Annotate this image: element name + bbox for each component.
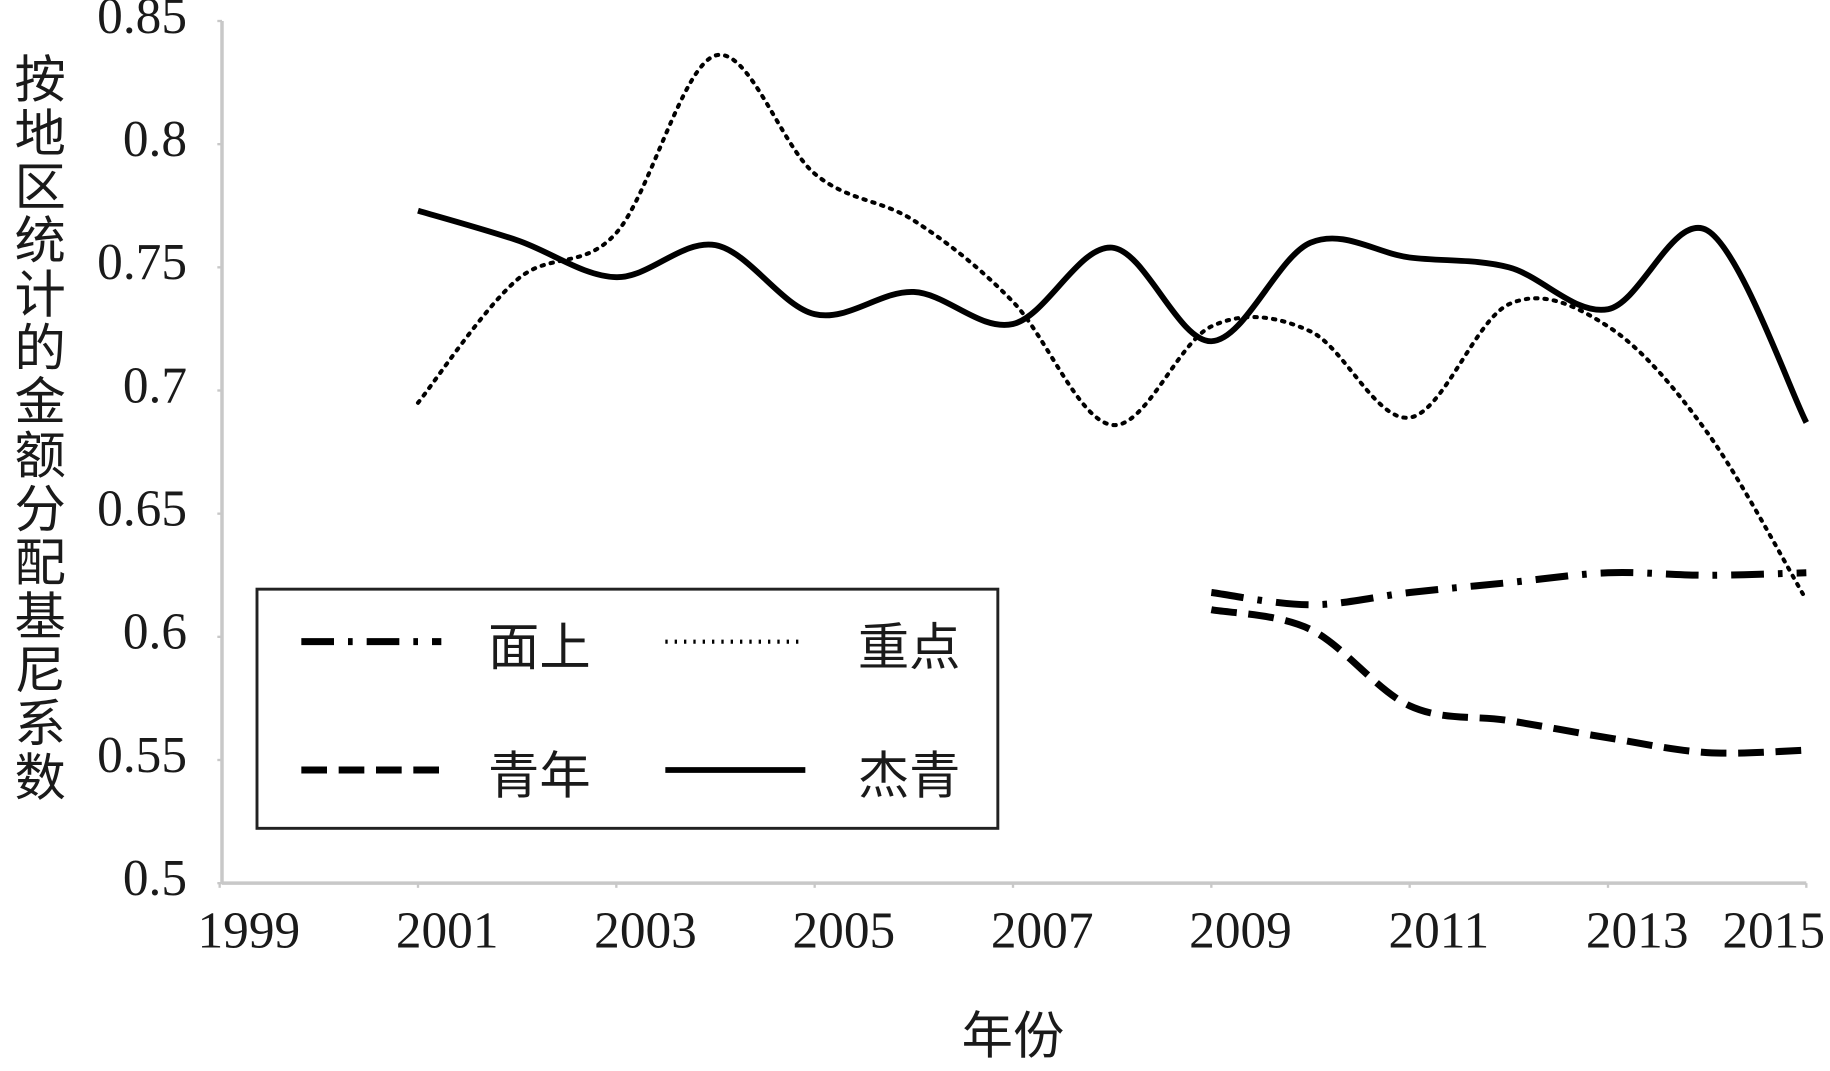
legend-label: 青年	[488, 748, 591, 805]
x-tick-label: 2009	[1189, 902, 1292, 959]
y-tick-label: 0.5	[123, 850, 187, 907]
x-tick-label: 2011	[1388, 902, 1489, 959]
x-tick-label: 2013	[1586, 902, 1689, 959]
legend	[255, 587, 1000, 830]
series-line	[417, 207, 1809, 424]
y-tick-label: 0.65	[97, 480, 187, 537]
series-line	[415, 52, 1809, 602]
y-tick-label: 0.7	[123, 357, 187, 414]
y-axis-label: 按地区统计的金额分配基尼系数	[6, 53, 65, 804]
legend-label: 重点	[858, 620, 961, 677]
x-tick-label: 1999	[198, 902, 301, 959]
x-axis-label: 年份	[962, 1009, 1065, 1066]
y-tick-label: 0.75	[97, 234, 187, 291]
series-line	[1210, 606, 1807, 757]
x-tick-label: 2001	[396, 902, 499, 959]
x-tick-label: 2007	[991, 902, 1094, 959]
y-tick-label: 0.8	[123, 111, 187, 168]
y-tick-label: 0.85	[97, 0, 187, 45]
x-tick-label: 2015	[1722, 902, 1825, 959]
y-tick-label: 0.6	[123, 604, 187, 661]
legend-label: 面上	[488, 620, 591, 677]
x-tick-label: 2003	[594, 902, 697, 959]
x-tick-label: 2005	[793, 902, 896, 959]
y-tick-label: 0.55	[97, 727, 187, 784]
legend-label: 杰青	[858, 748, 961, 805]
series-line	[1210, 569, 1807, 609]
